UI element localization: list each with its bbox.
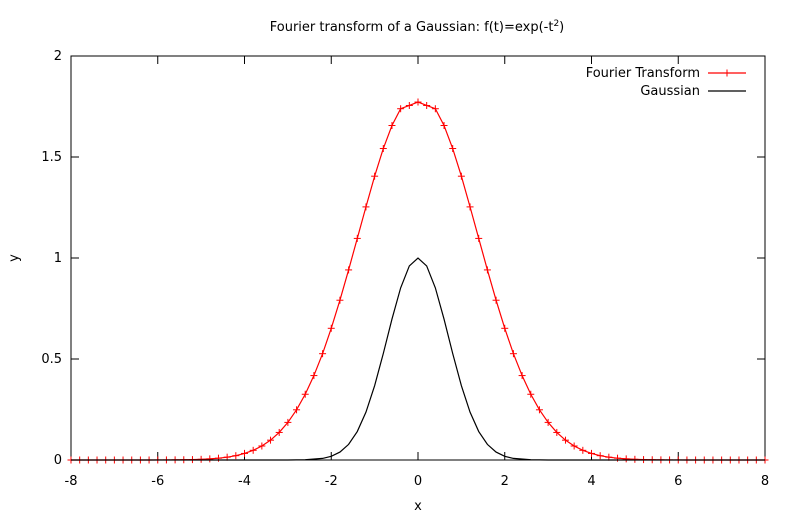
fourier-transform-point bbox=[518, 372, 526, 380]
x-tick-label: -4 bbox=[238, 474, 251, 489]
fourier-transform-point bbox=[579, 446, 587, 454]
fourier-transform-point bbox=[588, 449, 595, 457]
fourier-transform-point bbox=[249, 446, 257, 454]
fourier-transform-point bbox=[241, 449, 248, 457]
fourier-transform-point bbox=[414, 98, 422, 106]
x-tick-label: -8 bbox=[65, 474, 78, 489]
fourier-transform-point bbox=[319, 350, 327, 358]
fourier-transform-series bbox=[71, 101, 765, 461]
fourier-transform-point bbox=[405, 101, 413, 109]
x-axis-ticks: -8 -6 -4 -2 0 2 4 6 8 bbox=[65, 56, 769, 489]
fourier-transform-point bbox=[197, 455, 205, 463]
fourier-transform-point bbox=[527, 390, 535, 398]
y-axis-label: y bbox=[7, 254, 22, 262]
fourier-transform-point bbox=[449, 145, 457, 153]
gaussian-series bbox=[71, 257, 765, 461]
fourier-transform-point bbox=[232, 452, 240, 460]
fourier-transform-point bbox=[214, 454, 222, 462]
fourier-transform-point bbox=[336, 296, 344, 304]
fourier-transform-point bbox=[475, 234, 483, 242]
fourier-transform-point bbox=[353, 234, 361, 242]
fourier-transform-point bbox=[397, 105, 405, 113]
y-tick-label: 0 bbox=[54, 453, 62, 468]
fourier-transform-point bbox=[492, 296, 500, 304]
y-tick-label: 2 bbox=[54, 49, 62, 64]
fourier-transform-point bbox=[561, 436, 569, 444]
series-layer bbox=[67, 98, 769, 464]
x-tick-label: 6 bbox=[674, 474, 682, 489]
fourier-transform-point bbox=[284, 418, 292, 426]
fourier-transform-point bbox=[570, 442, 578, 450]
fourier-transform-point bbox=[631, 455, 639, 463]
legend-marker-fourier-transform bbox=[723, 69, 731, 77]
x-tick-label: 8 bbox=[761, 474, 769, 489]
fourier-transform-point bbox=[596, 452, 604, 460]
fourier-transform-point bbox=[440, 121, 448, 129]
x-tick-label: 0 bbox=[414, 474, 422, 489]
chart-title: Fourier transform of a Gaussian: f(t)=ex… bbox=[270, 19, 565, 35]
fourier-transform-point bbox=[206, 455, 214, 463]
fourier-transform-point bbox=[258, 442, 266, 450]
fourier-transform-point bbox=[614, 454, 622, 462]
y-tick-label: 1.5 bbox=[41, 150, 62, 165]
fourier-transform-point bbox=[293, 406, 301, 414]
fourier-transform-point bbox=[310, 372, 318, 380]
fourier-transform-point bbox=[509, 350, 517, 358]
fourier-transform-point bbox=[483, 266, 491, 274]
fourier-transform-point bbox=[466, 203, 474, 211]
fourier-transform-point bbox=[371, 172, 379, 180]
fourier-transform-point bbox=[379, 145, 387, 153]
legend-label-gaussian: Gaussian bbox=[640, 84, 700, 99]
fourier-transform-point bbox=[423, 101, 431, 109]
y-tick-label: 1 bbox=[54, 251, 62, 266]
fourier-transform-point bbox=[345, 266, 353, 274]
fourier-transform-point bbox=[301, 390, 309, 398]
fourier-transform-point bbox=[327, 324, 335, 332]
fourier-transform-point bbox=[431, 105, 439, 113]
y-tick-label: 0.5 bbox=[41, 352, 62, 367]
legend-label-fourier-transform: Fourier Transform bbox=[586, 66, 700, 81]
y-axis-ticks: 0 0.5 1 1.5 2 bbox=[41, 49, 765, 468]
fourier-transform-point bbox=[362, 203, 370, 211]
x-tick-label: -2 bbox=[325, 474, 338, 489]
fourier-transform-point bbox=[388, 121, 396, 129]
x-tick-label: 2 bbox=[501, 474, 509, 489]
fourier-transform-point bbox=[457, 172, 465, 180]
fourier-transform-point bbox=[622, 455, 630, 463]
fourier-transform-point bbox=[267, 436, 275, 444]
chart-title-tail: ) bbox=[559, 20, 564, 35]
fourier-transform-point bbox=[544, 418, 552, 426]
legend: Fourier Transform Gaussian bbox=[586, 66, 746, 99]
chart-title-base: Fourier transform of a Gaussian: f(t)=ex… bbox=[270, 20, 554, 35]
chart-title-sup: 2 bbox=[553, 19, 559, 29]
x-tick-label: 4 bbox=[587, 474, 595, 489]
x-tick-label: -6 bbox=[151, 474, 164, 489]
fourier-transform-point bbox=[501, 324, 509, 332]
fourier-transform-point bbox=[553, 428, 561, 436]
fourier-transform-point bbox=[535, 406, 543, 414]
x-axis-label: x bbox=[414, 499, 422, 514]
fourier-transform-point bbox=[275, 428, 283, 436]
